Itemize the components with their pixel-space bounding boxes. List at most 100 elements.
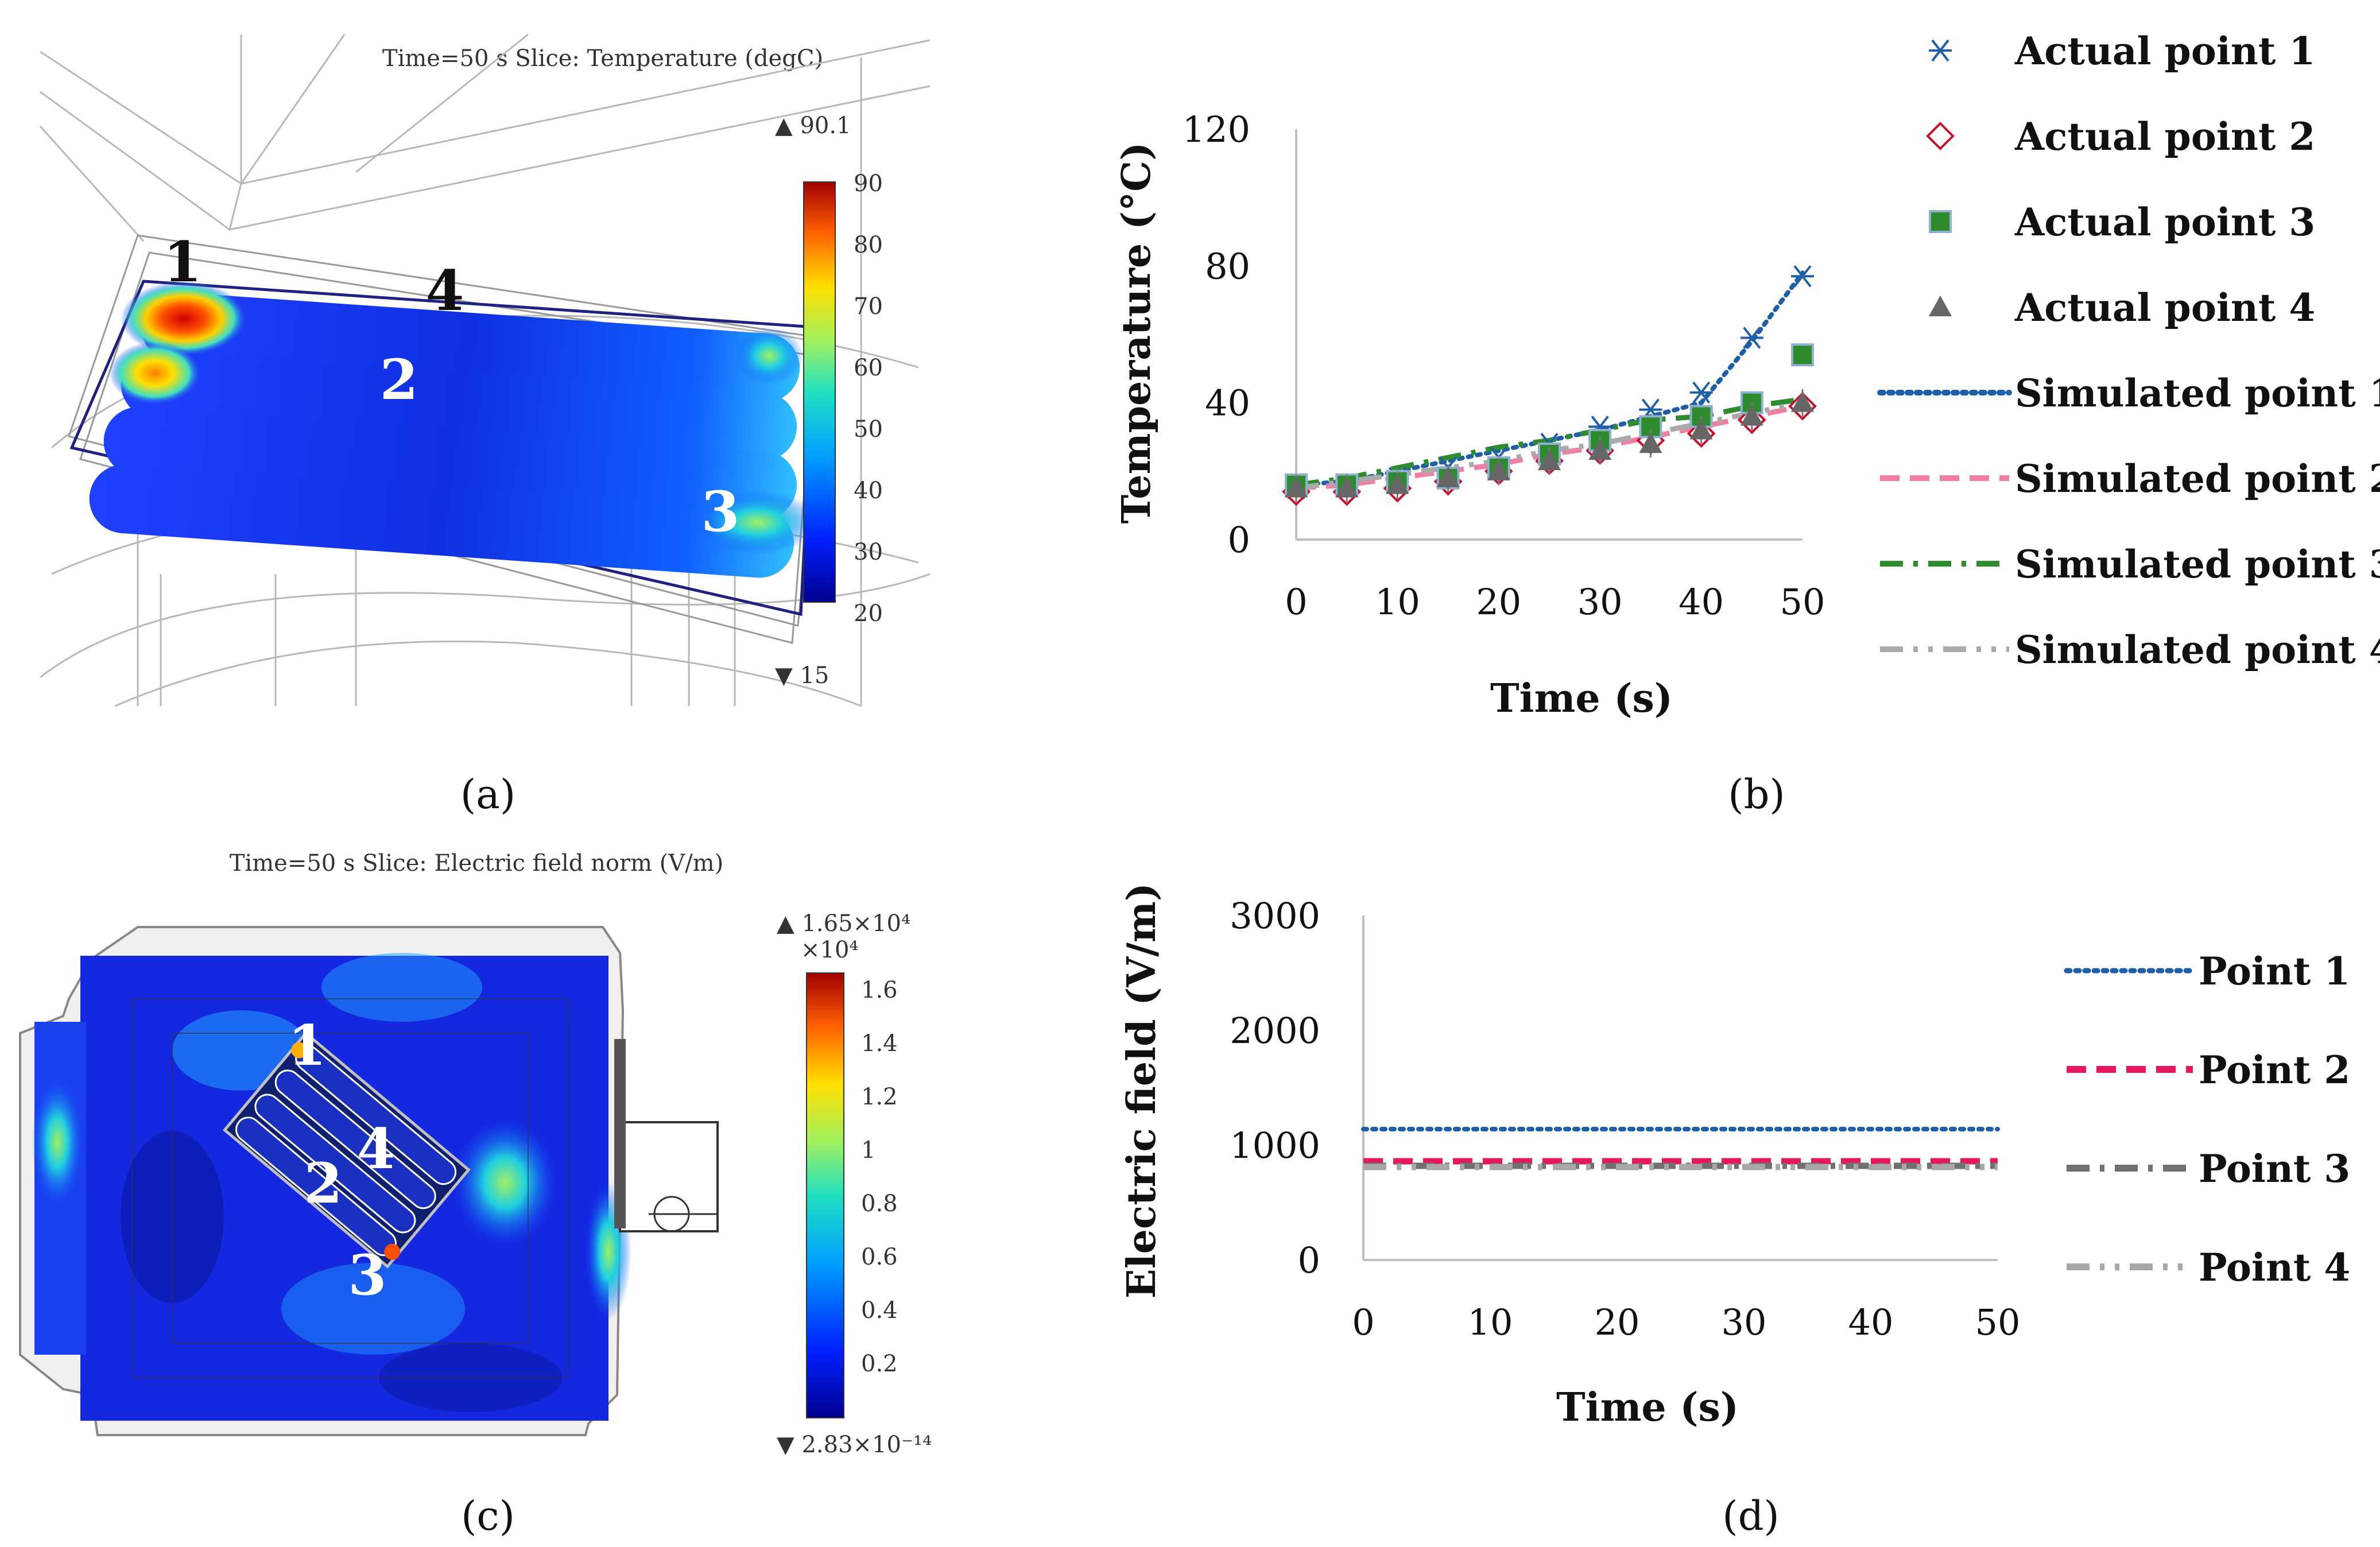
chart-d-ytick: 2000 (1230, 1010, 1320, 1052)
chart-d-legend-label: Point 1 (2199, 949, 2350, 994)
chart-b-xtick: 0 (1285, 581, 1307, 623)
panel-c-colorbar-tick: 0.2 (861, 1351, 898, 1377)
chart-d-legend-label: Point 4 (2199, 1245, 2350, 1290)
chart-b-marker-actual-point-4 (1436, 466, 1460, 487)
chart-d-legend-label: Point 2 (2199, 1048, 2350, 1092)
chart-d-xtick: 50 (1975, 1301, 2021, 1343)
panel-c-colorbar (806, 972, 844, 1418)
panel-c-caption: (c) (461, 1492, 515, 1540)
chart-b-marker-actual-point-1 (1791, 265, 1814, 288)
chart-b-series-simulated-point-3 (1296, 397, 1803, 488)
chart-b-legend-label: Actual point 4 (2014, 285, 2315, 330)
chart-b-legend-label: Actual point 1 (2014, 29, 2315, 73)
panel-a-point-4-label: 4 (426, 258, 464, 323)
chart-b-marker-actual-point-4 (1335, 476, 1359, 498)
panel-a-point-2-label: 2 (380, 347, 418, 412)
chart-b-legend-marker (1929, 210, 1952, 233)
chart-b-marker-actual-point-3 (1791, 343, 1814, 367)
panel-c-header: Time=50 s Slice: Electric field norm (V/… (230, 850, 723, 877)
chart-b-marker-actual-point-4 (1538, 449, 1561, 470)
chart-b-legend-marker (1929, 296, 1952, 316)
chart-b-ytick: 0 (1228, 519, 1250, 561)
panel-d-caption: (d) (1722, 1492, 1779, 1540)
panel-c-point-4-label: 4 (357, 1116, 396, 1181)
panel-c-point-2-label: 2 (304, 1151, 343, 1216)
panel-a-colorbar-min: ▼ 15 (775, 662, 829, 689)
panel-d-electric-field-chart: 0 1000 2000 3000 0 10 20 30 40 50 Time (s) Electr… (1119, 883, 2350, 1540)
panel-a-colorbar-tick: 80 (854, 232, 883, 258)
chart-d-xtick: 10 (1468, 1301, 1513, 1343)
chart-d-xlabel: Time (s) (1556, 1385, 1739, 1430)
chart-b-marker-actual-point-4 (1487, 459, 1510, 480)
panel-b-temperature-chart: 0 40 80 120 0 10 20 30 40 50 Time (s) Temperature… (1114, 29, 2380, 818)
chart-b-legend-label: Actual point 2 (2014, 114, 2315, 159)
panel-c-colorbar-tick: 0.6 (861, 1244, 898, 1270)
panel-a-colorbar-max: ▲ 90.1 (775, 113, 851, 139)
panel-a-colorbar-tick: 40 (854, 478, 883, 504)
chart-b-xlabel: Time (s) (1490, 676, 1673, 722)
panel-a-colorbar-tick: 90 (854, 170, 883, 197)
chart-b-legend-label: Simulated point 1 (2015, 371, 2380, 416)
panel-c-colorbar-unit: ×10⁴ (801, 937, 858, 963)
chart-b-legend-marker (1929, 39, 1952, 62)
chart-b-marker-actual-point-4 (1740, 405, 1763, 426)
chart-d-ytick: 1000 (1230, 1125, 1320, 1166)
panel-a-colorbar (803, 181, 836, 603)
chart-b-marker-actual-point-4 (1689, 418, 1713, 440)
panel-a-temperature-map: Time=50 s Slice: Temperature (degC) (39, 33, 931, 818)
panel-a-point-3-label: 3 (701, 479, 740, 544)
chart-b-marker-actual-point-4 (1588, 439, 1612, 460)
chart-d-ylabel: Electric field (V/m) (1119, 883, 1165, 1298)
panel-a-colorbar-tick: 30 (854, 539, 883, 565)
panel-c-point-3-label: 3 (348, 1243, 387, 1308)
chart-b-legend-marker (1926, 122, 1955, 150)
panel-c-colorbar-max: ▲ 1.65×10⁴ (777, 910, 910, 937)
chart-d-xtick: 40 (1848, 1301, 1894, 1343)
panel-b-caption: (b) (1728, 771, 1785, 818)
panel-c-electric-field-map: Time=50 s Slice: Electric field norm (V/… (19, 850, 932, 1540)
chart-b-xtick: 10 (1375, 581, 1420, 623)
chart-b-marker-actual-point-1 (1740, 327, 1763, 349)
chart-b-xtick: 50 (1780, 581, 1825, 623)
chart-d-ytick: 0 (1298, 1239, 1320, 1281)
panel-c-colorbar-tick: 1.6 (861, 977, 898, 1003)
panel-c-colorbar-tick: 0.8 (861, 1191, 898, 1217)
chart-d-xtick: 20 (1595, 1301, 1640, 1343)
panel-c-colorbar-min: ▼ 2.83×10⁻¹⁴ (777, 1432, 932, 1458)
chart-b-ytick: 120 (1183, 108, 1250, 150)
chart-b-xtick: 20 (1476, 581, 1521, 623)
panel-a-colorbar-tick: 70 (854, 293, 883, 320)
chart-b-ytick: 80 (1205, 245, 1250, 287)
panel-a-caption: (a) (460, 771, 515, 818)
chart-b-legend-label: Simulated point 2 (2015, 456, 2380, 501)
chart-b-marker-actual-point-4 (1386, 473, 1409, 494)
panel-c-colorbar-tick: 0.4 (861, 1297, 898, 1324)
chart-b-legend-label: Actual point 3 (2014, 200, 2315, 245)
waveguide-port (619, 1121, 719, 1232)
chart-b-legend-label: Simulated point 3 (2015, 542, 2380, 587)
panel-c-colorbar-tick: 1.2 (861, 1084, 898, 1110)
panel-c-colorbar-tick: 1 (861, 1137, 875, 1164)
panel-a-point-1-label: 1 (164, 230, 202, 294)
panel-a-colorbar-tick: 20 (854, 600, 883, 627)
chart-b-marker-actual-point-4 (1791, 391, 1814, 412)
chart-d-ytick: 3000 (1230, 895, 1320, 937)
chart-d-legend-label: Point 3 (2199, 1146, 2350, 1191)
panel-c-colorbar-tick: 1.4 (861, 1030, 898, 1057)
chart-d-xtick: 0 (1352, 1301, 1374, 1343)
chart-b-xtick: 30 (1577, 581, 1623, 623)
chart-b-ylabel: Temperature (°C) (1114, 142, 1160, 524)
chart-b-marker-actual-point-1 (1689, 381, 1713, 404)
panel-a-colorbar-tick: 50 (854, 416, 883, 443)
panel-c-point-1-label: 1 (288, 1013, 327, 1078)
panel-a-colorbar-tick: 60 (854, 355, 883, 381)
chart-b-xtick: 40 (1679, 581, 1724, 623)
panel-a-header: Time=50 s Slice: Temperature (degC) (382, 45, 823, 72)
chart-b-legend-label: Simulated point 4 (2015, 627, 2380, 672)
chart-b-marker-actual-point-4 (1285, 476, 1308, 498)
chart-b-ytick: 40 (1205, 382, 1250, 424)
chart-d-xtick: 30 (1722, 1301, 1767, 1343)
chart-b-marker-actual-point-4 (1639, 432, 1662, 453)
panel-c-heater (222, 1031, 471, 1269)
